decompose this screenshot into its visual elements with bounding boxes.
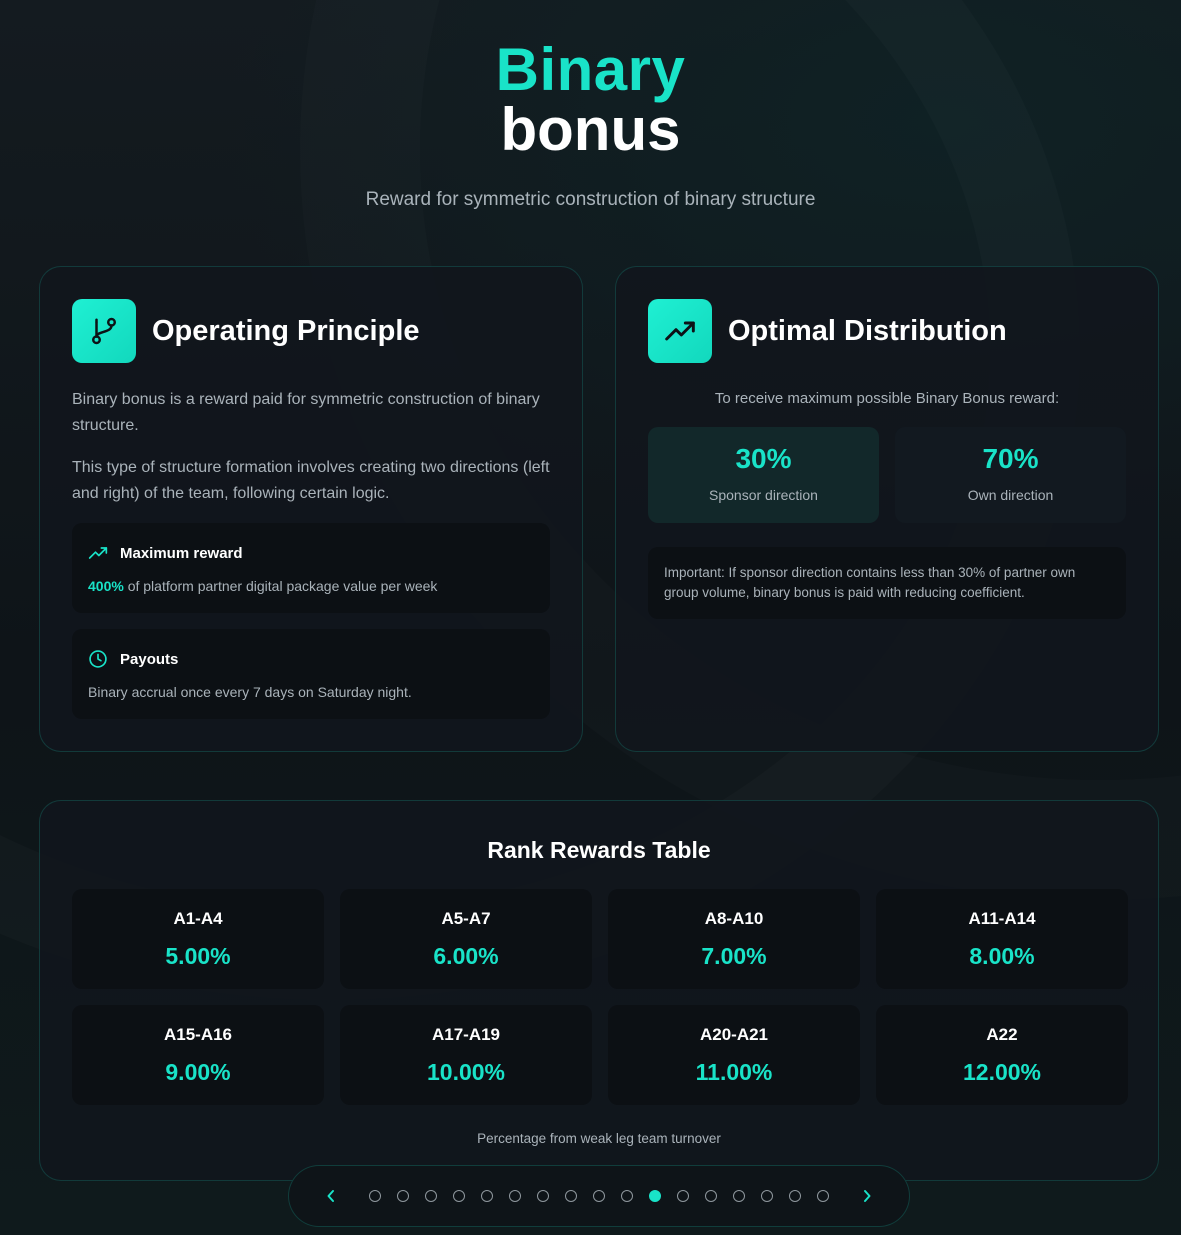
pager-dot[interactable] bbox=[565, 1190, 577, 1202]
pager-dots bbox=[369, 1190, 845, 1204]
rank-cell: A1-A4 5.00% bbox=[72, 889, 324, 989]
git-branch-icon bbox=[72, 299, 136, 363]
rank-cell: A5-A7 6.00% bbox=[340, 889, 592, 989]
operating-description-1: Binary bonus is a reward paid for symmet… bbox=[72, 391, 540, 434]
slide-pager bbox=[288, 1165, 910, 1227]
pager-dot[interactable] bbox=[453, 1190, 465, 1202]
rank-name: A1-A4 bbox=[173, 909, 223, 928]
rank-name: A17-A19 bbox=[431, 1025, 501, 1044]
rank-value: 5.00% bbox=[165, 943, 231, 969]
chevron-right-icon bbox=[864, 1190, 871, 1202]
maximum-reward-box: Maximum reward 400% of platform partner … bbox=[72, 523, 550, 613]
page-title-main: bonus bbox=[500, 96, 681, 163]
page-title: Binary bonus bbox=[0, 40, 1181, 160]
pager-dot[interactable] bbox=[369, 1190, 381, 1202]
rank-rewards-title: Rank Rewards Table bbox=[487, 837, 711, 863]
pager-dot-active[interactable] bbox=[649, 1190, 661, 1202]
next-slide-button[interactable] bbox=[855, 1184, 879, 1208]
trending-up-icon bbox=[88, 543, 108, 563]
maximum-reward-value: 400% bbox=[88, 578, 124, 594]
chevron-left-icon bbox=[327, 1190, 334, 1202]
pager-dot[interactable] bbox=[397, 1190, 409, 1202]
own-direction-percent: 70% bbox=[982, 443, 1039, 474]
rank-value: 11.00% bbox=[695, 1059, 773, 1085]
pager-dot[interactable] bbox=[761, 1190, 773, 1202]
rank-name: A22 bbox=[986, 1025, 1018, 1044]
pager-dot[interactable] bbox=[509, 1190, 521, 1202]
card-title: Operating Principle bbox=[152, 314, 420, 347]
sponsor-direction-label: Sponsor direction bbox=[709, 487, 818, 503]
rank-rewards-footnote: Percentage from weak leg team turnover bbox=[477, 1131, 721, 1146]
prev-slide-button[interactable] bbox=[319, 1184, 343, 1208]
page-subtitle: Reward for symmetric construction of bin… bbox=[365, 189, 816, 210]
rank-value: 6.00% bbox=[433, 943, 499, 969]
rank-value: 12.00% bbox=[962, 1059, 1041, 1085]
rank-name: A8-A10 bbox=[704, 909, 764, 928]
rank-cell: A11-A14 8.00% bbox=[876, 889, 1128, 989]
pager-dot[interactable] bbox=[621, 1190, 633, 1202]
pager-dot[interactable] bbox=[789, 1190, 801, 1202]
sponsor-direction-percent: 30% bbox=[735, 443, 792, 474]
page-title-accent: Binary bbox=[495, 36, 686, 103]
rank-value: 10.00% bbox=[426, 1059, 505, 1085]
rank-value: 8.00% bbox=[969, 943, 1035, 969]
optimal-distribution-card: Optimal Distribution To receive maximum … bbox=[615, 266, 1159, 752]
payouts-text: Binary accrual once every 7 days on Satu… bbox=[88, 684, 412, 700]
pager-dot[interactable] bbox=[593, 1190, 605, 1202]
rank-cell: A22 12.00% bbox=[876, 1005, 1128, 1105]
pager-dot[interactable] bbox=[705, 1190, 717, 1202]
important-note: Important: If sponsor direction contains… bbox=[648, 547, 1126, 619]
operating-principle-card: Operating Principle Binary bonus is a re… bbox=[39, 266, 583, 752]
pager-dot[interactable] bbox=[817, 1190, 829, 1202]
optimal-lead-text: To receive maximum possible Binary Bonus… bbox=[714, 390, 1060, 407]
own-direction-box: 70% Own direction bbox=[895, 427, 1126, 523]
payouts-box: Payouts Binary accrual once every 7 days… bbox=[72, 629, 550, 719]
own-direction-label: Own direction bbox=[967, 487, 1054, 503]
rank-rewards-card: Rank Rewards Table A1-A4 5.00% A5-A7 6.0… bbox=[39, 800, 1159, 1181]
rank-name: A15-A16 bbox=[163, 1025, 233, 1044]
maximum-reward-text: 400% of platform partner digital package… bbox=[88, 578, 438, 594]
card-header: Optimal Distribution bbox=[648, 299, 1007, 363]
rank-cell: A15-A16 9.00% bbox=[72, 1005, 324, 1105]
rank-cell: A8-A10 7.00% bbox=[608, 889, 860, 989]
pager-dot[interactable] bbox=[677, 1190, 689, 1202]
rank-value: 9.00% bbox=[165, 1059, 231, 1085]
rank-cell: A17-A19 10.00% bbox=[340, 1005, 592, 1105]
pager-dot[interactable] bbox=[537, 1190, 549, 1202]
clock-icon bbox=[88, 649, 108, 669]
rank-name: A20-A21 bbox=[699, 1025, 769, 1044]
maximum-reward-title: Maximum reward bbox=[120, 544, 243, 562]
operating-description-2: This type of structure formation involve… bbox=[72, 459, 550, 502]
rank-value: 7.00% bbox=[701, 943, 767, 969]
card-title: Optimal Distribution bbox=[728, 314, 1007, 347]
trending-up-icon bbox=[648, 299, 712, 363]
pager-dot[interactable] bbox=[733, 1190, 745, 1202]
rank-cell: A20-A21 11.00% bbox=[608, 1005, 860, 1105]
pager-dot[interactable] bbox=[481, 1190, 493, 1202]
rank-name: A5-A7 bbox=[441, 909, 491, 928]
pager-dot[interactable] bbox=[425, 1190, 437, 1202]
card-header: Operating Principle bbox=[72, 299, 420, 363]
payouts-title: Payouts bbox=[120, 650, 179, 668]
rank-name: A11-A14 bbox=[968, 909, 1036, 928]
sponsor-direction-box: 30% Sponsor direction bbox=[648, 427, 879, 523]
